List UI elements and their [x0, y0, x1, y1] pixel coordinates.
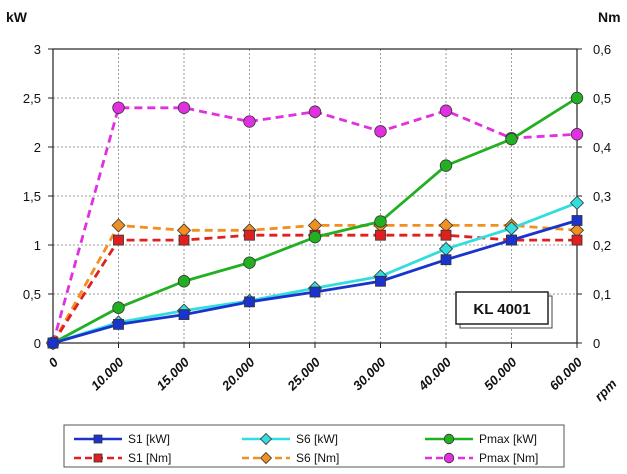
data-point: [308, 230, 322, 244]
y-left-tick-label: 2: [34, 140, 41, 155]
data-point: [177, 275, 191, 288]
data-point: [47, 337, 59, 349]
legend-marker-swatch: [93, 453, 103, 463]
data-point: [309, 286, 321, 298]
legend: S1 [kW] S6 [kW] Pmax [kW] S1 [Nm] S6 [Nm] Pma…: [63, 424, 565, 468]
legend-label: Pmax [kW]: [479, 432, 537, 446]
y-right-tick-label: 0,4: [593, 140, 611, 155]
legend-label: S6 [Nm]: [296, 451, 339, 465]
series-layer: [45, 91, 585, 351]
x-tick-label: 25.000: [284, 354, 324, 394]
data-point: [244, 296, 255, 308]
data-point: [505, 132, 518, 146]
data-point: [244, 229, 255, 241]
legend-item: S1 [Nm]: [74, 451, 171, 465]
left-axis-unit-label: kW: [6, 9, 28, 25]
legend-label: Pmax [Nm]: [479, 451, 538, 465]
legend-marker-swatch: [443, 452, 455, 464]
data-point: [374, 125, 387, 138]
x-tick-label: 40.000: [415, 354, 455, 394]
x-tick-label: 50.000: [481, 354, 520, 393]
data-point: [569, 195, 585, 210]
data-point: [506, 234, 517, 246]
data-point: [439, 104, 453, 117]
legend-item: S1 [kW]: [74, 432, 170, 446]
y-right-tick-label: 0: [593, 336, 600, 351]
data-point: [177, 101, 191, 115]
y-right-tick-label: 0,5: [593, 91, 611, 106]
legend-label: S1 [Nm]: [128, 451, 171, 465]
x-tick-label: 20.000: [218, 354, 258, 394]
model-badge-text: KL 4001: [473, 301, 530, 318]
x-tick-label: 0: [45, 354, 61, 370]
data-point: [374, 215, 387, 228]
y-left-tick-label: 0,5: [23, 287, 41, 302]
axes: 0 00,5 0,11 0,21,5 0,32 0,42,5 0,53 0,60 10.000 1…: [23, 42, 611, 394]
y-left-tick-label: 1,5: [23, 189, 41, 204]
data-point: [375, 229, 386, 241]
legend-marker-swatch: [259, 432, 273, 446]
data-point: [113, 318, 124, 330]
legend-marker-swatch: [93, 434, 103, 444]
data-point: [571, 215, 583, 226]
data-point: [571, 234, 583, 246]
y-left-tick-label: 3: [34, 42, 41, 57]
y-left-tick-label: 2,5: [23, 91, 41, 106]
data-point: [438, 241, 454, 256]
y-right-tick-label: 0,6: [593, 42, 611, 57]
series-s1-kw: [47, 215, 583, 349]
legend-marker-swatch: [443, 433, 455, 445]
legend-item: S6 [Nm]: [242, 451, 339, 465]
x-tick-label: 30.000: [350, 354, 389, 393]
data-point: [112, 101, 125, 115]
y-left-tick-label: 1: [34, 238, 41, 253]
data-point: [178, 234, 190, 246]
x-tick-label: 60.000: [546, 354, 585, 393]
y-left-tick-label: 0: [34, 336, 41, 351]
data-point: [570, 128, 584, 141]
data-point: [178, 309, 190, 320]
x-tick-label: 10.000: [88, 354, 127, 393]
legend-label: S1 [kW]: [128, 432, 170, 446]
model-badge: KL 4001: [455, 291, 553, 329]
data-point: [375, 275, 386, 287]
data-point: [112, 301, 125, 314]
y-right-tick-label: 0,3: [593, 189, 611, 204]
y-right-tick-label: 0,2: [593, 238, 611, 253]
right-axis-unit-label: Nm: [598, 9, 621, 25]
data-point: [113, 234, 124, 246]
data-point: [439, 159, 453, 172]
data-point: [243, 115, 256, 128]
data-point: [440, 254, 452, 266]
legend-item: S6 [kW]: [242, 432, 338, 446]
data-point: [111, 218, 126, 233]
legend-box: [63, 424, 565, 468]
legend-marker-swatch: [259, 451, 273, 465]
data-point: [570, 91, 584, 105]
legend-item: Pmax [kW]: [425, 432, 537, 446]
legend-item: Pmax [Nm]: [425, 451, 538, 465]
x-axis-unit-label: rpm: [592, 376, 620, 404]
y-right-tick-label: 0,1: [593, 287, 611, 302]
data-point: [308, 105, 322, 118]
data-point: [243, 256, 256, 269]
legend-label: S6 [kW]: [296, 432, 338, 446]
data-point: [440, 229, 452, 241]
x-tick-label: 15.000: [153, 354, 192, 393]
